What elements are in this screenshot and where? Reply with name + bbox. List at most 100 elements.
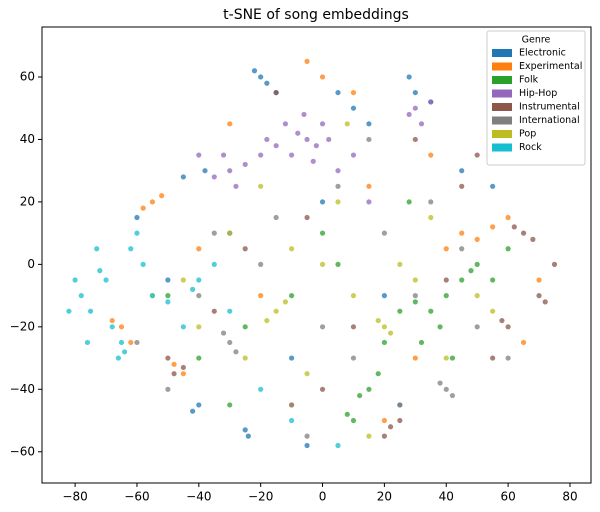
scatter-point <box>242 324 248 330</box>
scatter-point <box>381 324 387 330</box>
y-tick-label: 20 <box>20 194 35 208</box>
scatter-point <box>375 317 381 324</box>
scatter-point <box>273 214 279 221</box>
scatter-point <box>211 230 217 236</box>
legend: Genre Electronic Experimental Folk Hip-Hop In… <box>486 30 586 166</box>
scatter-point <box>335 168 341 174</box>
scatter-point <box>412 293 418 299</box>
x-tick-label: −20 <box>248 490 273 504</box>
scatter-point <box>220 152 227 158</box>
scatter-point <box>242 427 248 433</box>
scatter-point <box>443 277 449 283</box>
scatter-point <box>350 324 357 330</box>
scatter-point <box>412 105 418 111</box>
scatter-point <box>258 152 264 158</box>
scatter-point <box>94 246 100 252</box>
scatter-point <box>449 392 456 399</box>
scatter-point <box>227 121 233 127</box>
legend-label: Electronic <box>519 48 566 59</box>
scatter-point <box>397 417 403 424</box>
y-tick-label: 0 <box>27 257 35 271</box>
scatter-point <box>536 277 542 283</box>
scatter-point <box>304 442 310 449</box>
scatter-point <box>180 371 186 377</box>
scatter-point <box>258 293 264 299</box>
legend-swatch <box>492 62 512 71</box>
scatter-point <box>304 58 310 64</box>
scatter-point <box>335 199 341 205</box>
scatter-point <box>118 324 125 330</box>
scatter-point <box>211 308 217 314</box>
scatter-point <box>233 183 239 189</box>
scatter-point <box>196 293 202 299</box>
scatter-point <box>115 355 121 361</box>
scatter-point <box>459 168 465 174</box>
scatter-point <box>443 246 449 252</box>
scatter-point <box>304 433 310 439</box>
scatter-point <box>406 74 412 80</box>
scatter-point <box>428 99 434 105</box>
scatter-point <box>381 230 387 236</box>
scatter-point <box>443 386 449 392</box>
scatter-point <box>474 152 480 158</box>
scatter-point <box>118 339 125 346</box>
x-tick-label: 80 <box>562 490 577 504</box>
y-tick-label: −20 <box>10 319 35 333</box>
scatter-point <box>397 261 403 267</box>
scatter-point <box>344 411 350 417</box>
scatter-point <box>319 199 326 205</box>
scatter-point <box>366 136 372 143</box>
scatter-point <box>121 349 128 355</box>
scatter-point <box>319 386 326 392</box>
x-tick-label: 40 <box>439 490 454 504</box>
scatter-point <box>381 339 387 346</box>
scatter-point <box>171 361 177 367</box>
scatter-point <box>134 214 140 221</box>
scatter-point <box>437 380 443 386</box>
scatter-point <box>149 199 156 205</box>
scatter-point <box>326 136 332 143</box>
legend-label: Pop <box>519 129 536 140</box>
scatter-point <box>301 111 307 118</box>
scatter-point <box>505 214 511 221</box>
scatter-point <box>295 130 301 136</box>
scatter-point <box>159 193 165 199</box>
scatter-point <box>165 277 171 283</box>
scatter-point <box>387 330 394 336</box>
scatter-point <box>499 317 505 324</box>
scatter-point <box>165 293 171 299</box>
legend-label: Experimental <box>519 61 582 72</box>
scatter-point <box>412 89 418 96</box>
scatter-point <box>78 293 84 299</box>
scatter-point <box>381 417 387 424</box>
scatter-point <box>490 277 496 283</box>
scatter-point <box>319 261 326 267</box>
scatter-point <box>350 89 357 96</box>
scatter-point <box>412 299 418 305</box>
scatter-point <box>350 105 357 111</box>
scatter-point <box>264 317 270 324</box>
scatter-point <box>490 224 496 230</box>
scatter-point <box>245 433 251 439</box>
scatter-point <box>443 355 449 361</box>
scatter-point <box>459 246 465 252</box>
scatter-point <box>196 324 202 330</box>
scatter-point <box>196 246 202 252</box>
scatter-point <box>264 80 270 86</box>
x-tick-label: 20 <box>377 490 392 504</box>
scatter-point <box>165 386 171 392</box>
scatter-point <box>412 355 418 361</box>
x-tick-label: −60 <box>124 490 149 504</box>
scatter-point <box>335 183 341 189</box>
legend-swatch <box>492 89 512 98</box>
scatter-point <box>551 261 558 267</box>
scatter-point <box>335 442 341 449</box>
scatter-point <box>66 308 72 314</box>
scatter-point <box>511 224 517 230</box>
scatter-point <box>180 324 186 330</box>
scatter-point <box>304 214 310 221</box>
scatter-point <box>520 230 527 236</box>
legend-label: International <box>519 115 580 126</box>
scatter-point <box>310 158 316 164</box>
